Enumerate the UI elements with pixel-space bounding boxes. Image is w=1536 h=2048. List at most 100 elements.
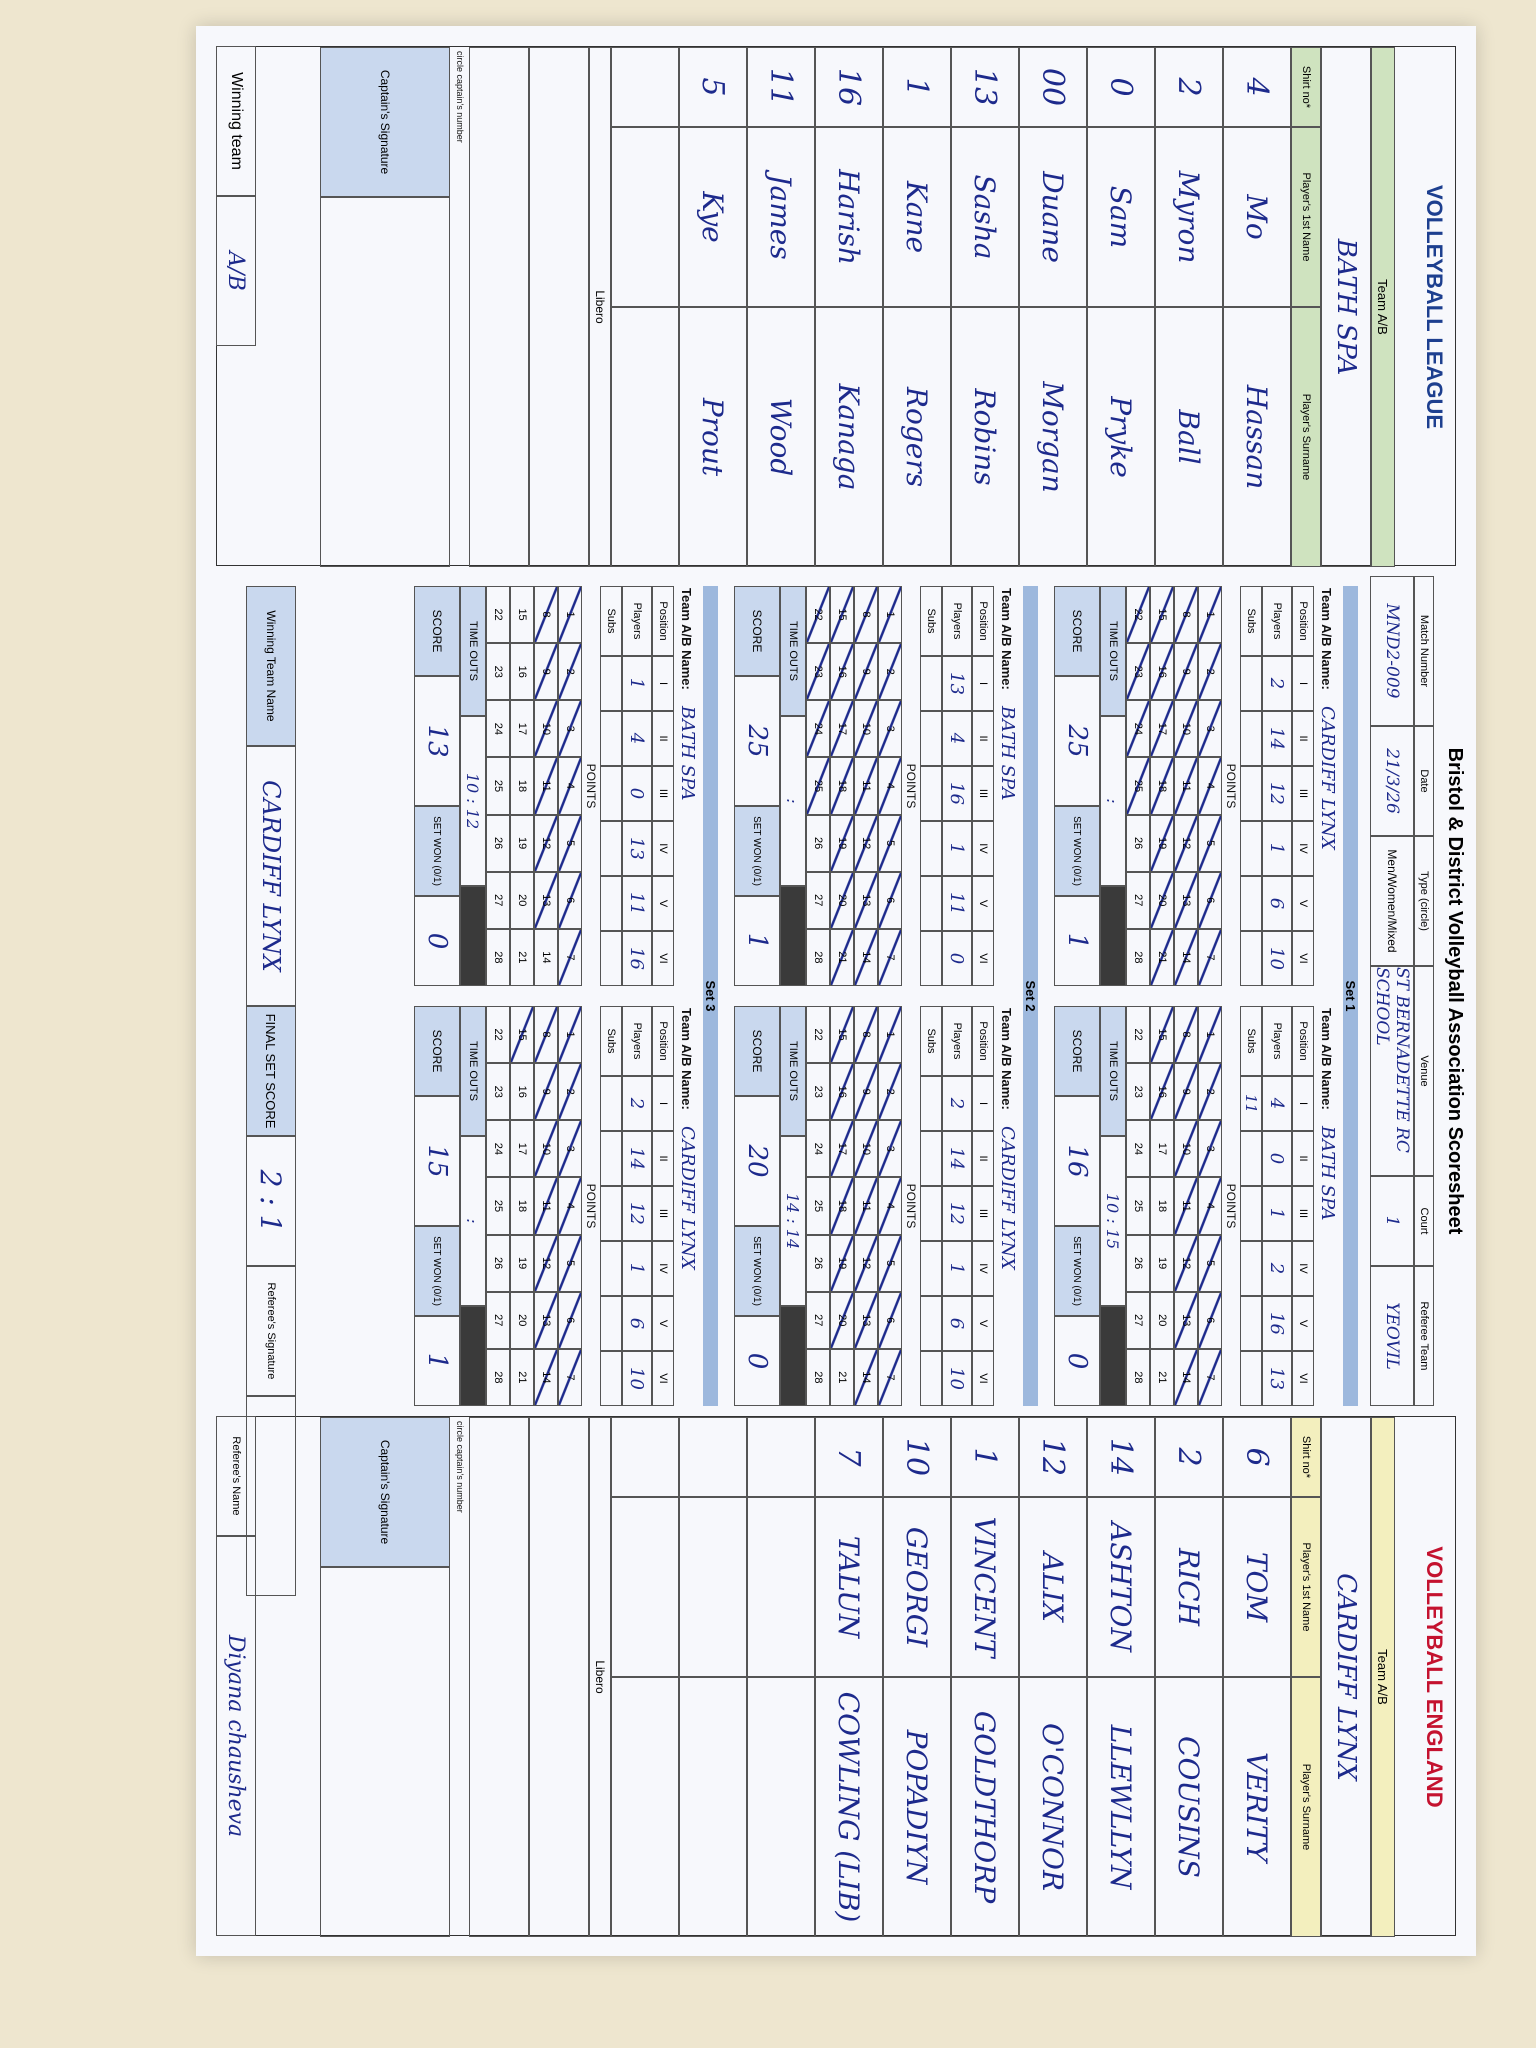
point-cell: 12 [1174,814,1198,872]
subs-label: Subs [1240,586,1262,656]
point-cell: 3 [1198,700,1222,758]
score-label: SCORE [414,1006,460,1096]
point-cell: 24 [486,700,510,758]
point-cell: 1 [1198,1006,1222,1064]
header: Bristol & District Volleyball Associatio… [1366,576,1466,1406]
lineup-player: 4 [1262,1076,1292,1131]
point-cell: 26 [1126,814,1150,872]
set-won: 1 [414,1316,460,1406]
time-outs-label: TIME OUTS [460,1006,486,1136]
lineup-player: 2 [942,1076,972,1131]
point-cell: 10 [534,700,558,758]
set-won-label: SET WON (0/1) [1054,1226,1100,1316]
surname [611,307,679,567]
point-cell: 22 [806,1006,830,1064]
points-label: POINTS [1224,1183,1238,1229]
sub [600,821,622,876]
time-outs-end [460,1306,486,1406]
point-cell: 15 [830,1006,854,1064]
point-cell: 20 [830,1291,854,1349]
shirt-no: 13 [951,47,1019,127]
position: II [972,711,994,766]
position: I [652,1076,674,1131]
shirt-no: 0 [1087,47,1155,127]
point-cell: 27 [1126,871,1150,929]
subs-label: Subs [920,1006,942,1076]
position: II [1292,1131,1314,1186]
time-outs-label: TIME OUTS [1100,586,1126,716]
point-cell: 14 [534,928,558,986]
point-cell: 18 [830,1177,854,1235]
sub [920,1076,942,1131]
point-cell: 12 [854,1234,878,1292]
first-name: Mo [1223,127,1291,307]
position: IV [972,821,994,876]
col-surname: Player's Surname [1291,1677,1321,1937]
sub [1240,1351,1262,1406]
time-outs-end [460,886,486,986]
point-cell: 18 [510,1177,534,1235]
point-cell: 6 [878,1291,902,1349]
time-outs-end [1100,886,1126,986]
point-cell: 25 [486,1177,510,1235]
position: VI [1292,1351,1314,1406]
point-cell: 10 [1174,1120,1198,1178]
first-name: James [747,127,815,307]
team-block: Team A/B Name: CARDIFF LYNX Position Player… [408,1006,698,1406]
point-cell: 8 [534,586,558,644]
lineup-player: 13 [1262,1351,1292,1406]
point-cell: 23 [1126,643,1150,701]
lineup-player: 1 [942,1241,972,1296]
points-label: POINTS [584,763,598,809]
point-cell: 4 [558,1177,582,1235]
point-cell: 21 [830,1348,854,1406]
shirt-no: 5 [679,47,747,127]
set-team-name: BATH SPA [997,706,1018,801]
point-cell: 16 [830,1063,854,1121]
position-label: Position [972,1006,994,1076]
score-label: SCORE [734,586,780,676]
point-cell: 1 [558,1006,582,1064]
point-cell: 26 [1126,1234,1150,1292]
point-cell: 23 [806,643,830,701]
point-cell: 16 [1150,1063,1174,1121]
winning-team-name: CARDIFF LYNX [246,746,296,1006]
lineup-player: 12 [942,1186,972,1241]
position: V [652,1296,674,1351]
point-cell: 28 [486,928,510,986]
lineup-player: 4 [942,711,972,766]
point-cell: 5 [558,1234,582,1292]
point-cell: 15 [510,586,534,644]
point-cell: 9 [854,643,878,701]
surname: COUSINS [1155,1677,1223,1937]
points-label: POINTS [904,1183,918,1229]
point-cell: 19 [830,814,854,872]
lineup-player: 2 [1262,1241,1292,1296]
venue: ST BERNADETTE RC SCHOOL [1370,966,1414,1176]
point-cell: 12 [1174,1234,1198,1292]
point-cell: 28 [806,928,830,986]
team-name: BATH SPA [1321,47,1371,567]
point-cell: 7 [878,928,902,986]
position: I [1292,1076,1314,1131]
sub [920,1241,942,1296]
point-cell: 5 [1198,1234,1222,1292]
point-cell: 6 [558,1291,582,1349]
point-cell: 4 [878,1177,902,1235]
point-cell: 3 [878,700,902,758]
set: Set 2 Team A/B Name: BATH SPA Position Playe… [722,586,1038,1406]
roster-panel: VOLLEYBALL LEAGUE Team A/B BATH SPA Shirt n… [216,46,1456,567]
point-cell: 1 [878,586,902,644]
lineup-player: 13 [622,821,652,876]
point-cell: 7 [558,928,582,986]
footer: Winning team A/B Winning Team Name CARDIFF … [216,46,396,1936]
first-name: ASHTON [1087,1497,1155,1677]
point-cell: 25 [1126,757,1150,815]
point-cell: 7 [878,1348,902,1406]
point-cell: 18 [1150,1177,1174,1235]
sub [920,1186,942,1241]
point-cell: 16 [1150,643,1174,701]
libero-label: Libero [589,1417,611,1937]
point-cell: 14 [1174,928,1198,986]
lineup-player: 14 [622,1131,652,1186]
